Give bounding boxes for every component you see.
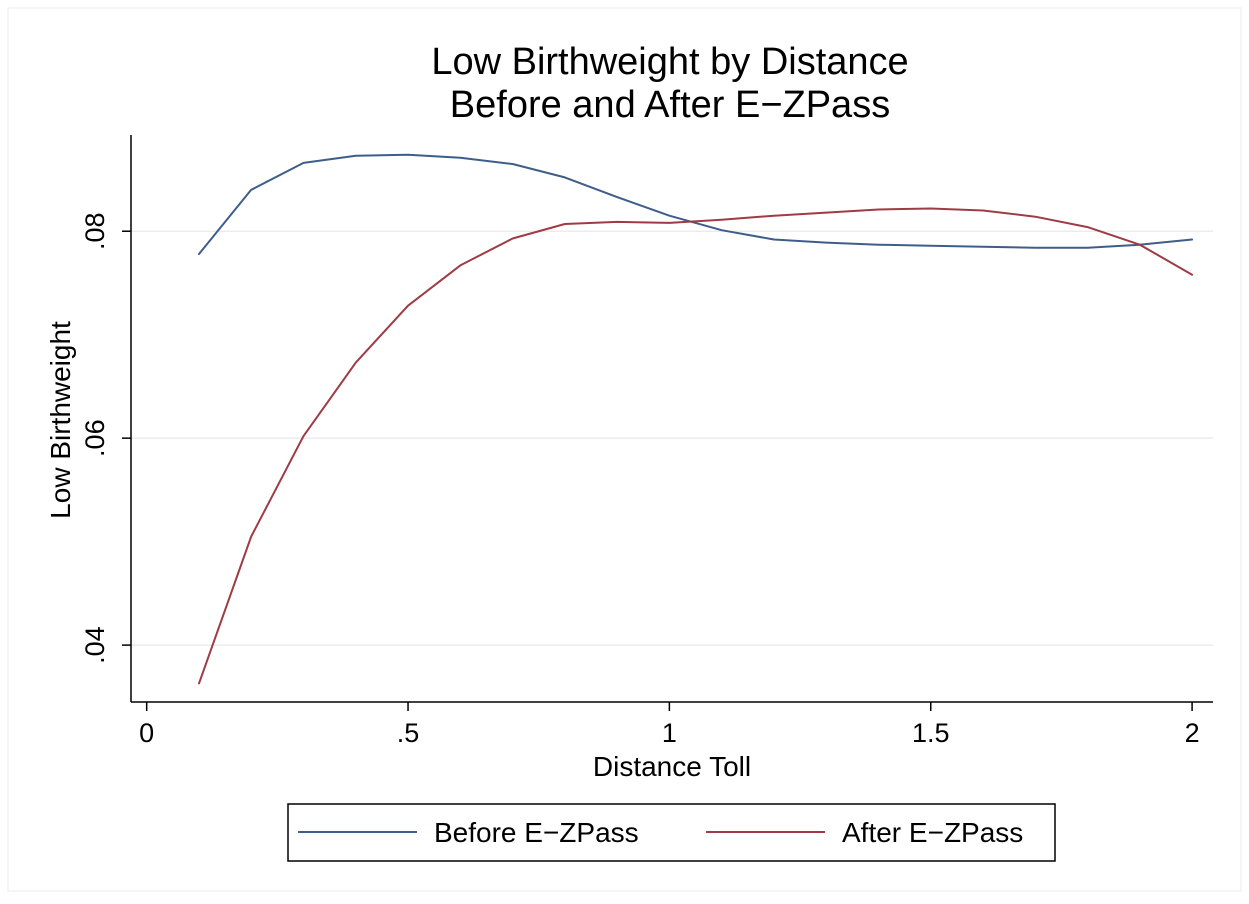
- x-axis-title: Distance Toll: [593, 751, 751, 782]
- legend-label-after: After E−ZPass: [842, 817, 1023, 848]
- x-tick-label: 0: [139, 718, 154, 748]
- x-tick-label: 1.5: [912, 718, 950, 748]
- y-tick-label: .08: [80, 212, 110, 250]
- chart-title-line-2: Before and After E−ZPass: [450, 84, 890, 126]
- x-tick-label: 1: [662, 718, 677, 748]
- legend-label-before: Before E−ZPass: [434, 817, 639, 848]
- legend: Before E−ZPass After E−ZPass: [287, 803, 1056, 862]
- chart-background: [7, 7, 1242, 892]
- x-axis-ticks: 0 .5 1 1.5 2: [139, 702, 1200, 748]
- y-tick-label: .04: [80, 626, 110, 664]
- series-lines: [198, 153, 1194, 685]
- gridlines: [131, 230, 1213, 646]
- y-tick-label: .06: [80, 419, 110, 457]
- y-axis-ticks: .04 .06 .08: [80, 212, 131, 664]
- x-tick-label: 2: [1185, 718, 1200, 748]
- y-axis-title: Low Birthweight: [45, 321, 76, 519]
- series-line-before: [198, 153, 1194, 255]
- x-tick-label: .5: [397, 718, 420, 748]
- series-line-after: [198, 207, 1194, 685]
- chart-title-line-1: Low Birthweight by Distance: [431, 41, 908, 83]
